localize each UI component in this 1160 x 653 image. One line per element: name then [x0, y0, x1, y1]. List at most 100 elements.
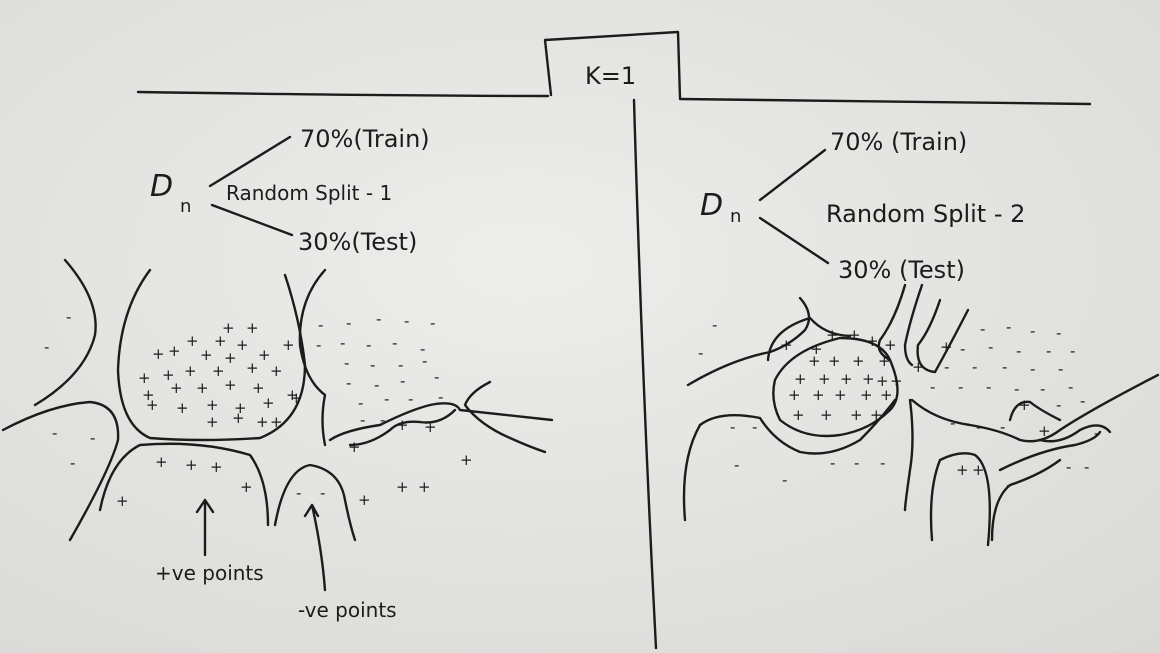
- minus-point: -: [1066, 458, 1071, 476]
- horizontal-divider: [136, 90, 1092, 106]
- plus-point: +: [232, 409, 245, 427]
- right-point-symbols: ++ + ++ ++ + + ++ + + + + ++ + + + ++ + + ++++ +++--- - - -- - -…: [698, 316, 1099, 494]
- minus-point: -: [316, 336, 321, 354]
- minus-point: -: [950, 414, 955, 432]
- minus-point: -: [44, 338, 49, 356]
- plus-point: +: [246, 359, 259, 377]
- left-split-label: Random Split - 1: [226, 181, 392, 205]
- plus-point: +: [1018, 396, 1031, 414]
- minus-point: -: [782, 471, 787, 489]
- plus-point: +: [224, 349, 237, 367]
- left-test-branch: [210, 203, 294, 237]
- plus-point: +: [246, 319, 259, 337]
- left-annotations: +ve points -ve points: [155, 498, 397, 622]
- plus-point: +: [206, 413, 219, 431]
- plus-point: +: [116, 492, 129, 510]
- left-decision-boundary: [1, 258, 554, 542]
- minus-point: -: [698, 344, 703, 362]
- minus-point: -: [318, 316, 323, 334]
- plus-point: +: [176, 399, 189, 417]
- minus-point: -: [358, 394, 363, 412]
- plus-point: +: [1038, 422, 1051, 440]
- plus-point: +: [396, 478, 409, 496]
- minus-point: -: [1030, 322, 1035, 340]
- plus-point: +: [152, 345, 165, 363]
- minus-point: -: [1014, 380, 1019, 398]
- minus-point: -: [434, 368, 439, 386]
- minus-point: -: [374, 376, 379, 394]
- minus-point: -: [980, 320, 985, 338]
- plus-point: +: [222, 319, 235, 337]
- k-box: [543, 30, 682, 100]
- plus-point: +: [196, 379, 209, 397]
- pos-points-label: +ve points: [155, 561, 264, 585]
- plus-point: +: [162, 366, 175, 384]
- plus-point: +: [810, 340, 823, 358]
- minus-point: -: [734, 456, 739, 474]
- minus-point: -: [1056, 324, 1061, 342]
- minus-point: -: [90, 429, 95, 447]
- minus-point: -: [1070, 342, 1075, 360]
- minus-point: -: [384, 390, 389, 408]
- plus-point: +: [418, 478, 431, 496]
- minus-point: -: [420, 340, 425, 358]
- minus-point: -: [930, 378, 935, 396]
- minus-point: -: [1030, 360, 1035, 378]
- minus-point: -: [1056, 396, 1061, 414]
- plus-point: +: [206, 396, 219, 414]
- plus-point: +: [200, 346, 213, 364]
- neg-points-arrow: [303, 503, 327, 592]
- neg-points-label: -ve points: [298, 598, 397, 622]
- plus-point: +: [396, 416, 409, 434]
- minus-point: -: [1000, 418, 1005, 436]
- right-dataset-subscript: n: [730, 206, 741, 227]
- plus-point: +: [818, 370, 831, 388]
- plus-point: +: [780, 336, 793, 354]
- left-dataset-subscript: n: [180, 196, 191, 217]
- plus-point: +: [168, 342, 181, 360]
- plus-point: +: [270, 362, 283, 380]
- minus-point: -: [320, 484, 325, 502]
- plus-point: +: [940, 338, 953, 356]
- minus-point: -: [976, 418, 981, 436]
- minus-point: -: [1006, 318, 1011, 336]
- minus-point: -: [944, 358, 949, 376]
- minus-point: -: [344, 354, 349, 372]
- minus-point: -: [1040, 380, 1045, 398]
- plus-point: +: [792, 406, 805, 424]
- plus-point: +: [185, 456, 198, 474]
- plus-point: +: [828, 352, 841, 370]
- right-test-label: 30% (Test): [838, 256, 965, 284]
- minus-point: -: [1016, 342, 1021, 360]
- minus-point: -: [404, 312, 409, 330]
- minus-point: -: [712, 316, 717, 334]
- minus-point: -: [1046, 342, 1051, 360]
- minus-point: -: [988, 338, 993, 356]
- plus-point: +: [258, 346, 271, 364]
- minus-point: -: [958, 378, 963, 396]
- minus-point: -: [52, 424, 57, 442]
- minus-point: -: [366, 336, 371, 354]
- plus-point: +: [240, 478, 253, 496]
- minus-point: -: [296, 484, 301, 502]
- minus-point: -: [1084, 458, 1089, 476]
- plus-point: +: [234, 399, 247, 417]
- left-dataset-symbol: D: [150, 169, 173, 204]
- plus-point: +: [820, 406, 833, 424]
- plus-point: +: [236, 336, 249, 354]
- plus-point: +: [850, 406, 863, 424]
- plus-point: +: [862, 370, 875, 388]
- plus-point: +: [880, 386, 893, 404]
- minus-point: -: [380, 411, 385, 429]
- plus-point: +: [852, 352, 865, 370]
- plus-point: +: [155, 453, 168, 471]
- left-train-branch: [208, 135, 292, 188]
- plus-point: +: [788, 386, 801, 404]
- plus-point: +: [866, 332, 879, 350]
- k-label: K=1: [585, 62, 636, 90]
- plus-point: +: [282, 336, 295, 354]
- plus-point: +: [794, 370, 807, 388]
- right-decision-boundary: [682, 283, 1160, 547]
